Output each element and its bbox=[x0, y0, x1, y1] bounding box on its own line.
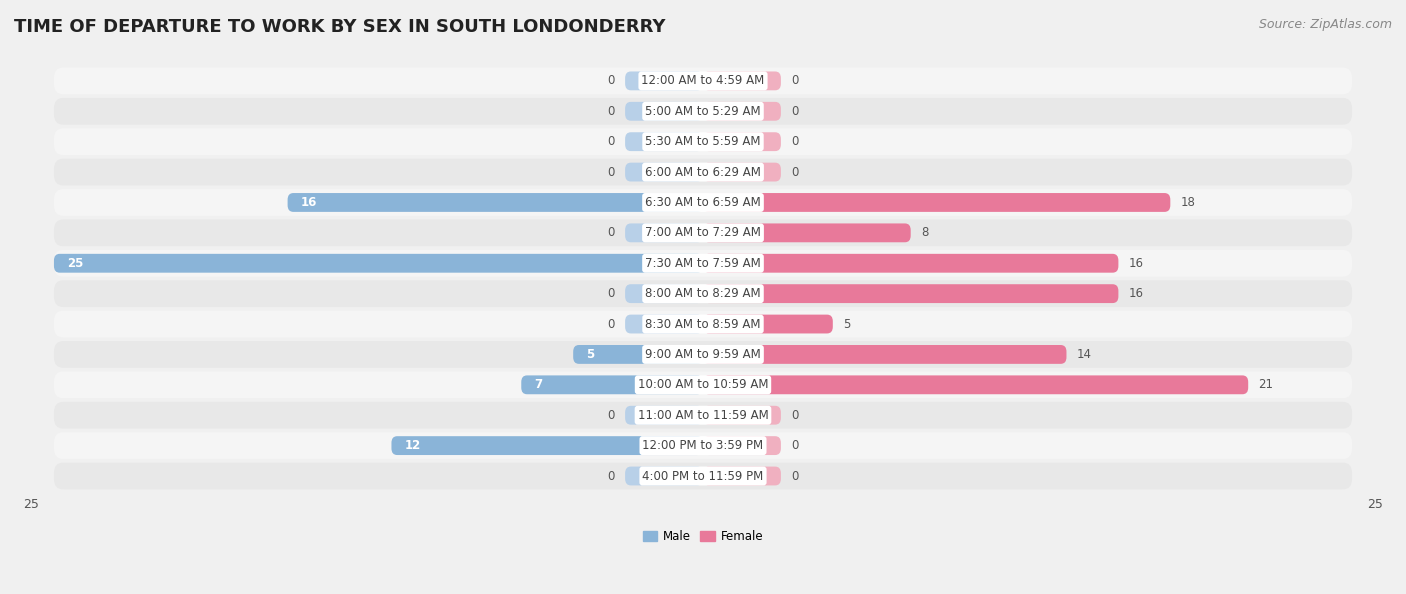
FancyBboxPatch shape bbox=[53, 341, 1353, 368]
Text: Source: ZipAtlas.com: Source: ZipAtlas.com bbox=[1258, 18, 1392, 31]
FancyBboxPatch shape bbox=[522, 375, 703, 394]
Text: 7: 7 bbox=[534, 378, 543, 391]
Text: 5:30 AM to 5:59 AM: 5:30 AM to 5:59 AM bbox=[645, 135, 761, 148]
Text: 0: 0 bbox=[792, 105, 799, 118]
Text: 8: 8 bbox=[921, 226, 928, 239]
Text: 25: 25 bbox=[22, 498, 38, 511]
FancyBboxPatch shape bbox=[626, 466, 703, 485]
FancyBboxPatch shape bbox=[53, 402, 1353, 429]
Text: 0: 0 bbox=[792, 469, 799, 482]
FancyBboxPatch shape bbox=[703, 163, 780, 182]
Text: 0: 0 bbox=[607, 74, 614, 87]
Text: 6:30 AM to 6:59 AM: 6:30 AM to 6:59 AM bbox=[645, 196, 761, 209]
Text: 0: 0 bbox=[607, 105, 614, 118]
FancyBboxPatch shape bbox=[626, 315, 703, 333]
Text: 0: 0 bbox=[607, 318, 614, 330]
FancyBboxPatch shape bbox=[703, 406, 780, 425]
Text: 16: 16 bbox=[1129, 257, 1144, 270]
Text: 8:00 AM to 8:29 AM: 8:00 AM to 8:29 AM bbox=[645, 287, 761, 300]
Text: 0: 0 bbox=[607, 226, 614, 239]
Text: 0: 0 bbox=[792, 439, 799, 452]
FancyBboxPatch shape bbox=[626, 284, 703, 303]
Text: 7:00 AM to 7:29 AM: 7:00 AM to 7:29 AM bbox=[645, 226, 761, 239]
FancyBboxPatch shape bbox=[53, 432, 1353, 459]
FancyBboxPatch shape bbox=[703, 284, 1118, 303]
FancyBboxPatch shape bbox=[53, 250, 1353, 277]
FancyBboxPatch shape bbox=[53, 371, 1353, 398]
FancyBboxPatch shape bbox=[703, 375, 1249, 394]
Text: 4:00 PM to 11:59 PM: 4:00 PM to 11:59 PM bbox=[643, 469, 763, 482]
Text: 18: 18 bbox=[1181, 196, 1195, 209]
Text: 0: 0 bbox=[792, 166, 799, 179]
FancyBboxPatch shape bbox=[53, 254, 703, 273]
FancyBboxPatch shape bbox=[391, 436, 703, 455]
Text: 0: 0 bbox=[607, 469, 614, 482]
FancyBboxPatch shape bbox=[53, 159, 1353, 185]
Text: 12: 12 bbox=[405, 439, 420, 452]
FancyBboxPatch shape bbox=[626, 102, 703, 121]
Text: 0: 0 bbox=[792, 409, 799, 422]
Text: 14: 14 bbox=[1077, 348, 1092, 361]
FancyBboxPatch shape bbox=[626, 223, 703, 242]
FancyBboxPatch shape bbox=[53, 68, 1353, 94]
FancyBboxPatch shape bbox=[703, 223, 911, 242]
FancyBboxPatch shape bbox=[703, 193, 1170, 212]
FancyBboxPatch shape bbox=[703, 71, 780, 90]
Text: 0: 0 bbox=[792, 74, 799, 87]
Text: 11:00 AM to 11:59 AM: 11:00 AM to 11:59 AM bbox=[638, 409, 768, 422]
FancyBboxPatch shape bbox=[626, 132, 703, 151]
Text: TIME OF DEPARTURE TO WORK BY SEX IN SOUTH LONDONDERRY: TIME OF DEPARTURE TO WORK BY SEX IN SOUT… bbox=[14, 18, 665, 36]
Text: 0: 0 bbox=[607, 166, 614, 179]
FancyBboxPatch shape bbox=[703, 132, 780, 151]
Text: 5:00 AM to 5:29 AM: 5:00 AM to 5:29 AM bbox=[645, 105, 761, 118]
FancyBboxPatch shape bbox=[574, 345, 703, 364]
FancyBboxPatch shape bbox=[288, 193, 703, 212]
Text: 9:00 AM to 9:59 AM: 9:00 AM to 9:59 AM bbox=[645, 348, 761, 361]
Text: 8:30 AM to 8:59 AM: 8:30 AM to 8:59 AM bbox=[645, 318, 761, 330]
FancyBboxPatch shape bbox=[53, 280, 1353, 307]
Legend: Male, Female: Male, Female bbox=[638, 525, 768, 548]
Text: 12:00 PM to 3:59 PM: 12:00 PM to 3:59 PM bbox=[643, 439, 763, 452]
Text: 10:00 AM to 10:59 AM: 10:00 AM to 10:59 AM bbox=[638, 378, 768, 391]
FancyBboxPatch shape bbox=[703, 466, 780, 485]
FancyBboxPatch shape bbox=[53, 189, 1353, 216]
Text: 7:30 AM to 7:59 AM: 7:30 AM to 7:59 AM bbox=[645, 257, 761, 270]
Text: 0: 0 bbox=[607, 409, 614, 422]
Text: 6:00 AM to 6:29 AM: 6:00 AM to 6:29 AM bbox=[645, 166, 761, 179]
FancyBboxPatch shape bbox=[626, 163, 703, 182]
FancyBboxPatch shape bbox=[626, 71, 703, 90]
Text: 21: 21 bbox=[1258, 378, 1274, 391]
Text: 0: 0 bbox=[607, 135, 614, 148]
Text: 16: 16 bbox=[301, 196, 316, 209]
Text: 5: 5 bbox=[586, 348, 595, 361]
FancyBboxPatch shape bbox=[53, 463, 1353, 489]
Text: 25: 25 bbox=[1368, 498, 1384, 511]
FancyBboxPatch shape bbox=[53, 311, 1353, 337]
FancyBboxPatch shape bbox=[703, 315, 832, 333]
Text: 16: 16 bbox=[1129, 287, 1144, 300]
Text: 12:00 AM to 4:59 AM: 12:00 AM to 4:59 AM bbox=[641, 74, 765, 87]
FancyBboxPatch shape bbox=[626, 406, 703, 425]
Text: 0: 0 bbox=[792, 135, 799, 148]
Text: 25: 25 bbox=[67, 257, 83, 270]
FancyBboxPatch shape bbox=[703, 436, 780, 455]
Text: 5: 5 bbox=[844, 318, 851, 330]
FancyBboxPatch shape bbox=[703, 254, 1118, 273]
FancyBboxPatch shape bbox=[53, 98, 1353, 125]
FancyBboxPatch shape bbox=[703, 102, 780, 121]
FancyBboxPatch shape bbox=[53, 128, 1353, 155]
Text: 0: 0 bbox=[607, 287, 614, 300]
FancyBboxPatch shape bbox=[53, 220, 1353, 247]
FancyBboxPatch shape bbox=[703, 345, 1067, 364]
